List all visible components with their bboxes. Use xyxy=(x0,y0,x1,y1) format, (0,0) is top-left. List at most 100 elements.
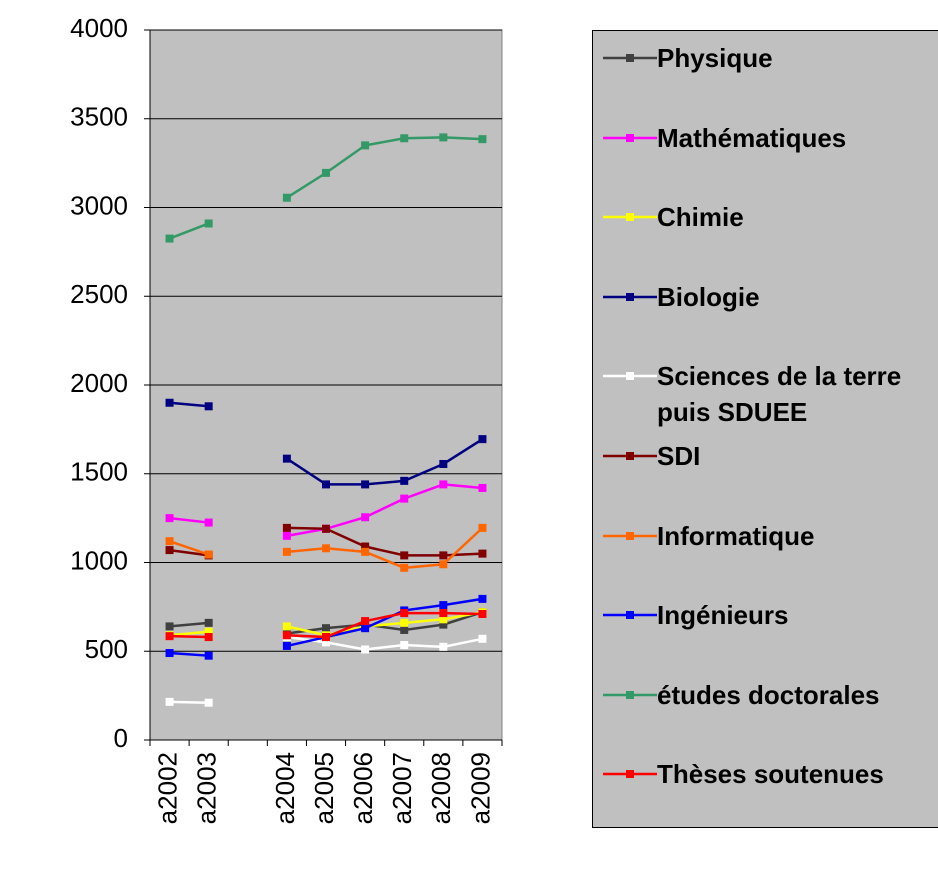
data-point xyxy=(478,483,487,492)
legend-symbol xyxy=(603,54,657,62)
series-line xyxy=(169,548,209,557)
series-line xyxy=(286,483,483,538)
data-point xyxy=(282,523,291,532)
legend-marker xyxy=(626,690,634,699)
legend-entry: SDI xyxy=(601,438,937,474)
series-line xyxy=(169,401,209,408)
x-tick-label: a2003 xyxy=(192,752,222,824)
legend-symbol xyxy=(603,611,657,620)
data-point xyxy=(361,645,370,654)
series-line xyxy=(286,526,483,557)
legend-label: Chimie xyxy=(657,202,744,233)
data-point xyxy=(361,542,370,551)
legend-label: études doctorales xyxy=(657,679,880,710)
legend-label: Biologie xyxy=(657,281,760,312)
series-line xyxy=(286,610,483,637)
legend-label: Ingénieurs xyxy=(657,600,789,631)
series-line xyxy=(169,630,209,637)
data-point xyxy=(478,435,487,444)
data-point xyxy=(282,622,291,631)
data-point xyxy=(478,549,487,558)
y-tick-label: 4000 xyxy=(70,13,128,43)
legend-entry: Thèses soutenues xyxy=(601,756,937,792)
data-point xyxy=(361,547,370,556)
series-line xyxy=(169,540,210,556)
legend-entry: Ingénieurs xyxy=(601,597,937,633)
data-point xyxy=(400,609,409,618)
legend-symbol xyxy=(603,133,657,142)
data-point xyxy=(282,547,291,556)
data-point xyxy=(204,618,213,627)
series-line xyxy=(286,438,484,486)
data-point xyxy=(322,524,330,533)
data-point xyxy=(322,624,330,633)
data-point xyxy=(204,518,213,527)
data-point xyxy=(439,642,448,651)
legend-symbol xyxy=(603,452,657,460)
legend-entry: Sciences de la terre puis SDUEE xyxy=(601,358,937,430)
data-point xyxy=(322,480,330,489)
legend-marker xyxy=(626,531,634,540)
data-point xyxy=(400,551,409,560)
y-tick-label: 500 xyxy=(85,634,128,664)
legend-marker xyxy=(626,770,634,779)
data-point xyxy=(439,551,448,560)
data-point xyxy=(439,601,448,610)
series-line xyxy=(286,526,484,570)
legend-label: Sciences de la terre puis SDUEE xyxy=(657,361,902,428)
data-point xyxy=(204,633,213,642)
data-point xyxy=(204,550,213,559)
legend-symbol xyxy=(603,213,657,222)
y-tick-label: 0 xyxy=(114,723,128,753)
legend-label: SDI xyxy=(657,441,701,471)
series-line xyxy=(286,611,483,635)
data-point xyxy=(439,609,448,618)
data-point xyxy=(282,531,291,540)
data-point xyxy=(165,537,174,546)
data-point xyxy=(400,134,409,143)
data-point xyxy=(400,641,409,650)
x-tick-label: a2007 xyxy=(387,752,417,824)
y-tick-label: 2000 xyxy=(70,368,128,398)
data-point xyxy=(322,633,330,642)
data-point xyxy=(478,594,487,603)
data-point xyxy=(282,193,291,202)
data-point xyxy=(204,402,213,411)
data-point xyxy=(439,459,448,468)
legend-symbol xyxy=(603,372,657,381)
data-point xyxy=(165,697,174,706)
data-point xyxy=(322,638,330,647)
data-point xyxy=(204,651,213,660)
x-tick-label: a2002 xyxy=(152,752,182,824)
data-point xyxy=(165,514,174,523)
legend-entry: études doctorales xyxy=(601,677,937,713)
y-tick-label: 2500 xyxy=(70,279,128,309)
data-point xyxy=(282,641,291,650)
legend-marker xyxy=(626,372,634,381)
series-line xyxy=(286,136,483,199)
data-point xyxy=(165,398,174,407)
series-line xyxy=(169,222,210,240)
data-point xyxy=(361,617,370,626)
data-point xyxy=(400,494,409,503)
y-tick-label: 1500 xyxy=(70,457,128,487)
legend-marker xyxy=(626,213,634,222)
series-line xyxy=(286,611,483,639)
data-point xyxy=(322,544,330,553)
data-point xyxy=(361,624,370,633)
x-tick-label: a2006 xyxy=(348,752,378,824)
legend-entry: Biologie xyxy=(601,279,937,315)
data-point xyxy=(165,546,174,555)
data-point xyxy=(282,631,291,640)
data-point xyxy=(478,523,487,532)
series-line xyxy=(169,700,209,704)
data-point xyxy=(439,615,448,624)
data-point xyxy=(282,454,291,463)
data-point xyxy=(165,649,174,658)
legend-symbol xyxy=(603,531,657,540)
series-line xyxy=(169,634,209,639)
legend-entry: Informatique xyxy=(601,518,937,554)
data-point xyxy=(439,480,448,489)
